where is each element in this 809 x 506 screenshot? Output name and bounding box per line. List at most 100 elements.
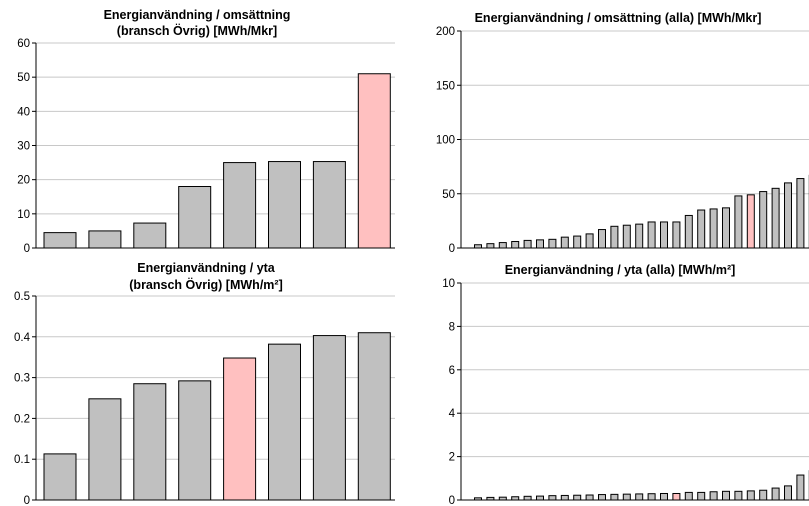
chart-title-line: Energianvändning / yta bbox=[137, 261, 276, 275]
bar bbox=[709, 491, 718, 501]
bar bbox=[622, 493, 631, 501]
bar bbox=[536, 495, 544, 501]
bar bbox=[43, 453, 77, 501]
bar bbox=[709, 208, 718, 249]
y-tick-label: 150 bbox=[436, 80, 455, 92]
y-tick-label: 20 bbox=[17, 175, 30, 187]
bar bbox=[498, 242, 507, 249]
y-tick-label: 0.3 bbox=[14, 373, 30, 385]
bar bbox=[796, 474, 805, 501]
bar bbox=[536, 239, 544, 249]
bar bbox=[771, 187, 780, 249]
chart-1: Energianvändning / omsättning(bransch Öv… bbox=[17, 8, 395, 255]
bar-highlighted bbox=[223, 357, 257, 501]
chart-title-line: Energianvändning / omsättning bbox=[104, 8, 291, 22]
bar bbox=[722, 207, 730, 249]
bar bbox=[722, 490, 730, 501]
bar bbox=[771, 487, 780, 501]
y-tick-label: 0 bbox=[449, 495, 455, 506]
y-tick-label: 30 bbox=[17, 141, 30, 153]
bar bbox=[223, 162, 257, 249]
y-tick-label: 8 bbox=[449, 321, 455, 333]
bar bbox=[635, 493, 644, 501]
chart-title-line: (bransch Övrig) [MWh/Mkr] bbox=[117, 23, 277, 38]
bar bbox=[486, 243, 495, 249]
bar bbox=[660, 221, 668, 249]
bar bbox=[133, 222, 167, 249]
y-tick-label: 2 bbox=[449, 452, 455, 464]
y-tick-label: 0.5 bbox=[14, 291, 30, 303]
bar bbox=[268, 343, 301, 501]
bar bbox=[610, 493, 619, 501]
y-tick-label: 40 bbox=[17, 106, 30, 118]
y-tick-label: 0 bbox=[449, 243, 455, 255]
chart-2: Energianvändning / omsättning (alla) [MW… bbox=[436, 11, 809, 255]
bar-highlighted bbox=[357, 73, 391, 249]
bar bbox=[746, 490, 755, 501]
bar bbox=[133, 383, 167, 501]
chart-title-line: Energianvändning / omsättning (alla) [MW… bbox=[475, 11, 762, 25]
bar bbox=[635, 223, 644, 249]
bar-highlighted bbox=[746, 194, 755, 249]
y-tick-label: 50 bbox=[17, 72, 30, 84]
bar bbox=[560, 236, 569, 249]
y-tick-label: 4 bbox=[449, 408, 456, 420]
bar bbox=[598, 494, 606, 501]
y-tick-label: 0 bbox=[24, 243, 30, 255]
bar bbox=[622, 224, 631, 249]
y-tick-label: 50 bbox=[442, 189, 455, 201]
bar bbox=[796, 178, 805, 249]
y-tick-label: 6 bbox=[449, 365, 455, 377]
bar bbox=[268, 161, 301, 249]
bar bbox=[548, 495, 557, 501]
bar bbox=[697, 209, 706, 249]
bar bbox=[573, 235, 582, 249]
y-tick-label: 200 bbox=[436, 26, 455, 38]
bar bbox=[784, 182, 792, 249]
bar bbox=[511, 240, 520, 249]
bar bbox=[759, 489, 768, 501]
bar bbox=[178, 186, 212, 249]
bar bbox=[610, 225, 619, 249]
bar bbox=[357, 332, 391, 501]
y-tick-label: 100 bbox=[436, 135, 455, 147]
bar bbox=[312, 161, 346, 249]
bar bbox=[784, 485, 792, 501]
bar bbox=[598, 229, 606, 249]
bar bbox=[548, 238, 557, 249]
chart-title-line: Energianvändning / yta (alla) [MWh/m²] bbox=[505, 263, 736, 277]
bar bbox=[734, 195, 743, 249]
bar bbox=[759, 191, 768, 249]
bar bbox=[660, 492, 668, 501]
y-tick-label: 0.2 bbox=[14, 413, 30, 425]
chart-title-line: (bransch Övrig) [MWh/m²] bbox=[129, 277, 282, 292]
bar bbox=[573, 494, 582, 501]
bar bbox=[312, 335, 346, 501]
bar bbox=[684, 214, 693, 249]
y-tick-label: 10 bbox=[442, 278, 455, 290]
bar bbox=[697, 491, 706, 501]
bar bbox=[734, 490, 743, 501]
bar bbox=[178, 380, 212, 501]
y-tick-label: 0.1 bbox=[14, 454, 30, 466]
bar bbox=[585, 494, 594, 501]
chart-4: Energianvändning / yta (alla) [MWh/m²] 0 2… bbox=[442, 263, 809, 506]
y-tick-label: 0.4 bbox=[14, 332, 31, 344]
y-tick-label: 60 bbox=[17, 38, 30, 50]
bar bbox=[523, 239, 532, 249]
bar bbox=[88, 398, 122, 501]
bar bbox=[43, 232, 77, 249]
bar bbox=[88, 230, 122, 249]
y-tick-label: 0 bbox=[24, 495, 30, 506]
bar bbox=[647, 221, 656, 249]
bar bbox=[672, 221, 681, 249]
bar bbox=[684, 491, 693, 501]
y-tick-label: 10 bbox=[17, 209, 30, 221]
bar bbox=[647, 493, 656, 501]
bar bbox=[585, 233, 594, 249]
bar bbox=[560, 494, 569, 501]
bar bbox=[523, 495, 532, 501]
bar-highlighted bbox=[672, 492, 681, 501]
chart-3: Energianvändning / yta (bransch Övrig) [M… bbox=[14, 261, 395, 506]
